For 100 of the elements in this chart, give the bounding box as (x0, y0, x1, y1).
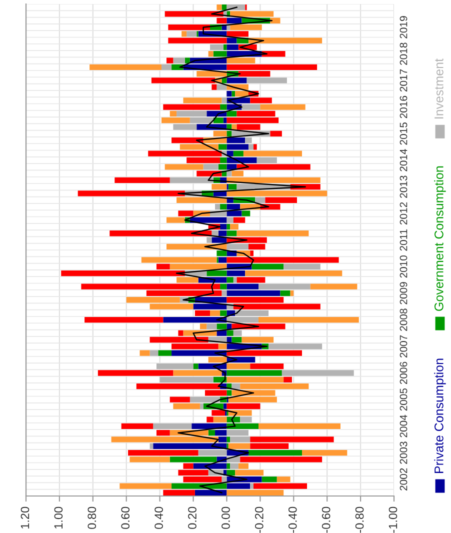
bar (156, 430, 170, 436)
bar (184, 58, 190, 64)
y-tick-label: 2008 (400, 308, 408, 331)
bar (220, 284, 227, 290)
y-tick-label: 2017 (400, 69, 408, 92)
bar (161, 64, 172, 70)
bar (226, 350, 302, 356)
bar (228, 184, 237, 190)
bar (114, 177, 170, 184)
x-tick-label: -1.00 (388, 506, 398, 533)
bar (222, 98, 227, 104)
bar (212, 184, 227, 190)
bar (206, 237, 212, 243)
bar (208, 51, 214, 57)
bar (78, 190, 185, 196)
bar (232, 90, 236, 97)
bar (233, 330, 242, 336)
bar (226, 490, 284, 496)
text: Private Consumption (434, 358, 446, 473)
bar (213, 118, 224, 124)
y-tick-label: 2004 (400, 414, 408, 438)
x-tick-label: 1.20 (20, 506, 30, 528)
bar (216, 84, 227, 90)
bar (226, 277, 234, 283)
bar (183, 98, 222, 104)
bar (173, 403, 200, 410)
bar (203, 164, 218, 170)
bar (212, 230, 218, 236)
bar (176, 197, 227, 203)
bar (270, 130, 282, 136)
bar (222, 4, 227, 10)
bar (218, 344, 227, 350)
bar (260, 104, 306, 110)
y-tick-label: 2003 (400, 442, 408, 464)
bar (166, 58, 174, 64)
bar (284, 376, 292, 382)
bar (236, 277, 266, 283)
bar (226, 190, 328, 196)
y-tick-label: 2006 (400, 362, 408, 384)
bar (226, 78, 247, 84)
bar (130, 456, 170, 462)
text: Government Consumption (434, 166, 446, 311)
bar (226, 364, 250, 370)
y-tick-label: 2014 (400, 148, 408, 172)
bar (110, 230, 212, 236)
bar (163, 490, 195, 496)
bar (258, 316, 359, 323)
x-tick-label: 1.00 (54, 506, 63, 528)
bar (226, 403, 260, 410)
y-tick-label: 2019 (400, 16, 408, 38)
bar (233, 150, 244, 156)
y-tick-label: 2011 (400, 229, 408, 251)
bar (206, 270, 227, 276)
y-tick-label: 2007 (400, 335, 408, 358)
x-tick-label: 0.20 (188, 506, 196, 529)
bar (236, 164, 310, 170)
bar (228, 443, 250, 449)
bar (164, 164, 204, 170)
bar (282, 370, 354, 376)
y-tick-label: 2012 (400, 202, 408, 224)
bar (250, 483, 254, 489)
bar (153, 423, 192, 430)
bar (248, 450, 302, 456)
x-tick-label: 0.00 (222, 506, 230, 529)
bar (208, 356, 227, 363)
x-tick-label: -0.40 (288, 506, 297, 533)
bar (196, 170, 222, 176)
bar (220, 104, 227, 110)
bar (233, 217, 246, 223)
bar (158, 350, 172, 356)
bar (226, 244, 248, 250)
bar (172, 350, 227, 356)
x-tick-label: 0.80 (88, 506, 96, 529)
bar (245, 270, 342, 276)
bar (216, 4, 222, 10)
bar (226, 58, 256, 64)
bar (276, 476, 290, 482)
bar (213, 416, 227, 422)
bar (166, 217, 185, 223)
bar (128, 450, 198, 456)
bar (248, 38, 322, 44)
bar (218, 144, 227, 150)
bar (120, 483, 172, 489)
bar (226, 18, 242, 24)
bar (84, 316, 164, 323)
bar (252, 264, 284, 270)
bar (178, 210, 194, 216)
y-tick-label: 2009 (400, 282, 408, 304)
bar (242, 210, 250, 216)
bar (168, 24, 210, 30)
bar (226, 370, 282, 376)
bar (258, 284, 310, 290)
bar (226, 130, 232, 136)
bar (170, 396, 190, 402)
bar (302, 450, 348, 456)
bar (220, 204, 227, 210)
bar (216, 324, 227, 330)
bar (226, 110, 237, 117)
bar (220, 310, 227, 316)
x-tick-label: -0.20 (254, 506, 264, 533)
